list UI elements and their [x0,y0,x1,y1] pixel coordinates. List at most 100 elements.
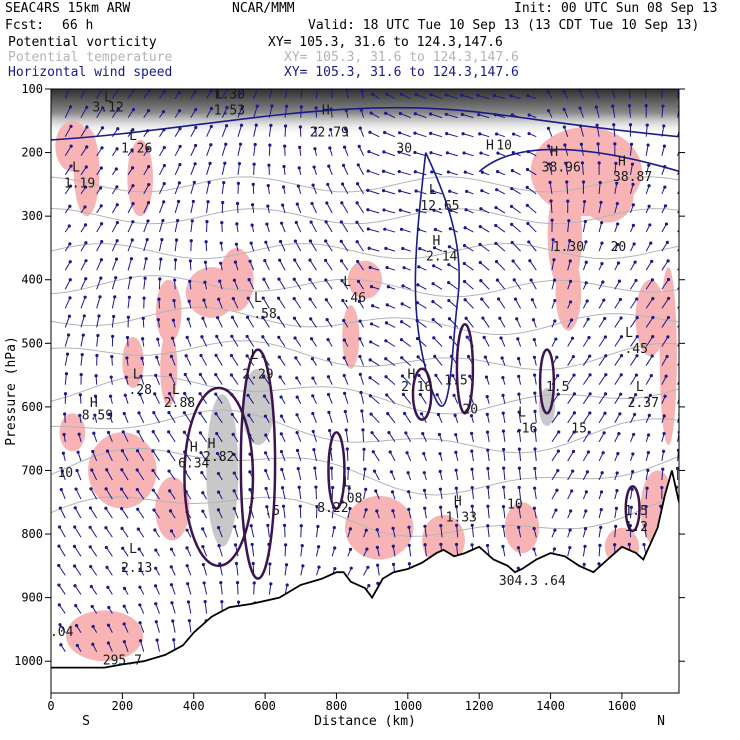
wind-arrow [253,124,257,137]
wind-arrow [80,89,87,99]
wind-arrow-head [295,448,300,453]
wind-arrow-head [580,161,585,165]
wind-arrow-head [509,204,514,209]
wind-arrow [127,89,135,99]
wind-arrow-head [342,356,346,360]
wind-arrow-head [682,316,685,319]
wind-arrow [278,317,286,328]
wind-arrow-head [346,466,350,471]
wind-arrow [233,508,239,519]
wind-arrow-head [367,246,371,250]
wind-arrow-head [568,259,572,263]
wind-arrow [168,431,176,443]
wind-arrow-head [219,241,223,245]
annotation-label: L [343,475,351,490]
wind-arrow-head [99,276,103,280]
wind-arrow [551,259,555,271]
wind-arrow-head [142,296,146,300]
wind-arrow [628,105,631,118]
wind-arrow-head [269,582,273,586]
wind-arrow [268,563,271,576]
wind-arrow-head [348,527,353,531]
wind-arrow-head [83,185,88,189]
wind-arrow-head [683,259,686,262]
wind-arrow-head [236,181,241,185]
wind-arrow-head [295,413,299,417]
wind-arrow [550,200,553,214]
wind-arrow [464,281,474,290]
wind-arrow-head [146,219,150,223]
wind-arrow-head [115,239,119,243]
wind-arrow [598,336,606,347]
wind-arrow-head [107,412,112,416]
wind-arrow-head [141,337,145,341]
wind-arrow [677,150,679,156]
wind-arrow [567,240,571,252]
wind-arrow-head [251,182,255,186]
wind-arrow [359,374,365,385]
wind-arrow [399,190,411,195]
y-tick-label: 100 [21,82,43,96]
y-tick-label: 900 [21,591,43,605]
wind-arrow-head [433,227,438,232]
wind-arrow [369,377,380,386]
wind-arrow-head [170,601,174,605]
wind-arrow-head [295,395,299,399]
wind-arrow [462,114,474,119]
wind-arrow [471,506,474,519]
wind-arrow-head [261,296,265,300]
wind-arrow-head [122,640,126,644]
wind-arrow [96,335,99,347]
wind-arrow-head [222,181,226,185]
wind-arrow-head [517,485,521,490]
wind-arrow-head [460,93,464,97]
wind-arrow-head [68,204,72,208]
wind-arrow-head [662,144,667,148]
wind-arrow-head [99,166,103,170]
wind-arrow-head [682,240,685,243]
wind-arrow-head [439,505,443,509]
wind-arrow [614,163,617,175]
wind-arrow [432,283,443,290]
wind-arrow [201,336,208,347]
wind-arrow-head [138,603,142,607]
wind-arrow [107,450,113,462]
wind-arrow-head [342,373,346,378]
wind-arrow-head [120,449,125,453]
pv-fill-patch [160,330,178,407]
wind-arrow-head [238,142,243,146]
wind-arrow [432,319,443,328]
wind-arrow [629,489,633,500]
wind-arrow-head [568,279,573,284]
wind-arrow-head [600,262,604,266]
annotation-label: H [90,396,98,411]
wind-arrow-head [63,412,67,416]
annotation-label: L [429,183,437,198]
wind-arrow-head [403,411,407,416]
wind-arrow [309,259,317,271]
wind-arrow-head [245,354,249,358]
wind-arrow-head [399,338,404,342]
wind-arrow [231,374,239,385]
wind-arrow [534,429,537,442]
wind-arrow-head [311,183,315,187]
wind-arrow-head [162,181,166,186]
wind-arrow [64,126,72,137]
wind-arrow-head [581,180,586,184]
wind-arrow-head [106,585,110,589]
wind-arrow-head [105,468,109,472]
wind-arrow-head [266,204,270,208]
wind-arrow [528,241,537,252]
wind-arrow [548,145,553,156]
wind-arrow [237,144,242,156]
wind-arrow [383,209,396,214]
wind-arrow [424,508,427,519]
wind-arrow-head [138,621,142,625]
wind-arrow-head [614,161,618,165]
wind-arrow-head [570,489,574,493]
wind-arrow [677,209,679,214]
wind-arrow-head [430,170,434,174]
wind-arrow-head [512,278,516,282]
wind-arrow [123,641,129,652]
wind-arrow-head [666,315,671,320]
